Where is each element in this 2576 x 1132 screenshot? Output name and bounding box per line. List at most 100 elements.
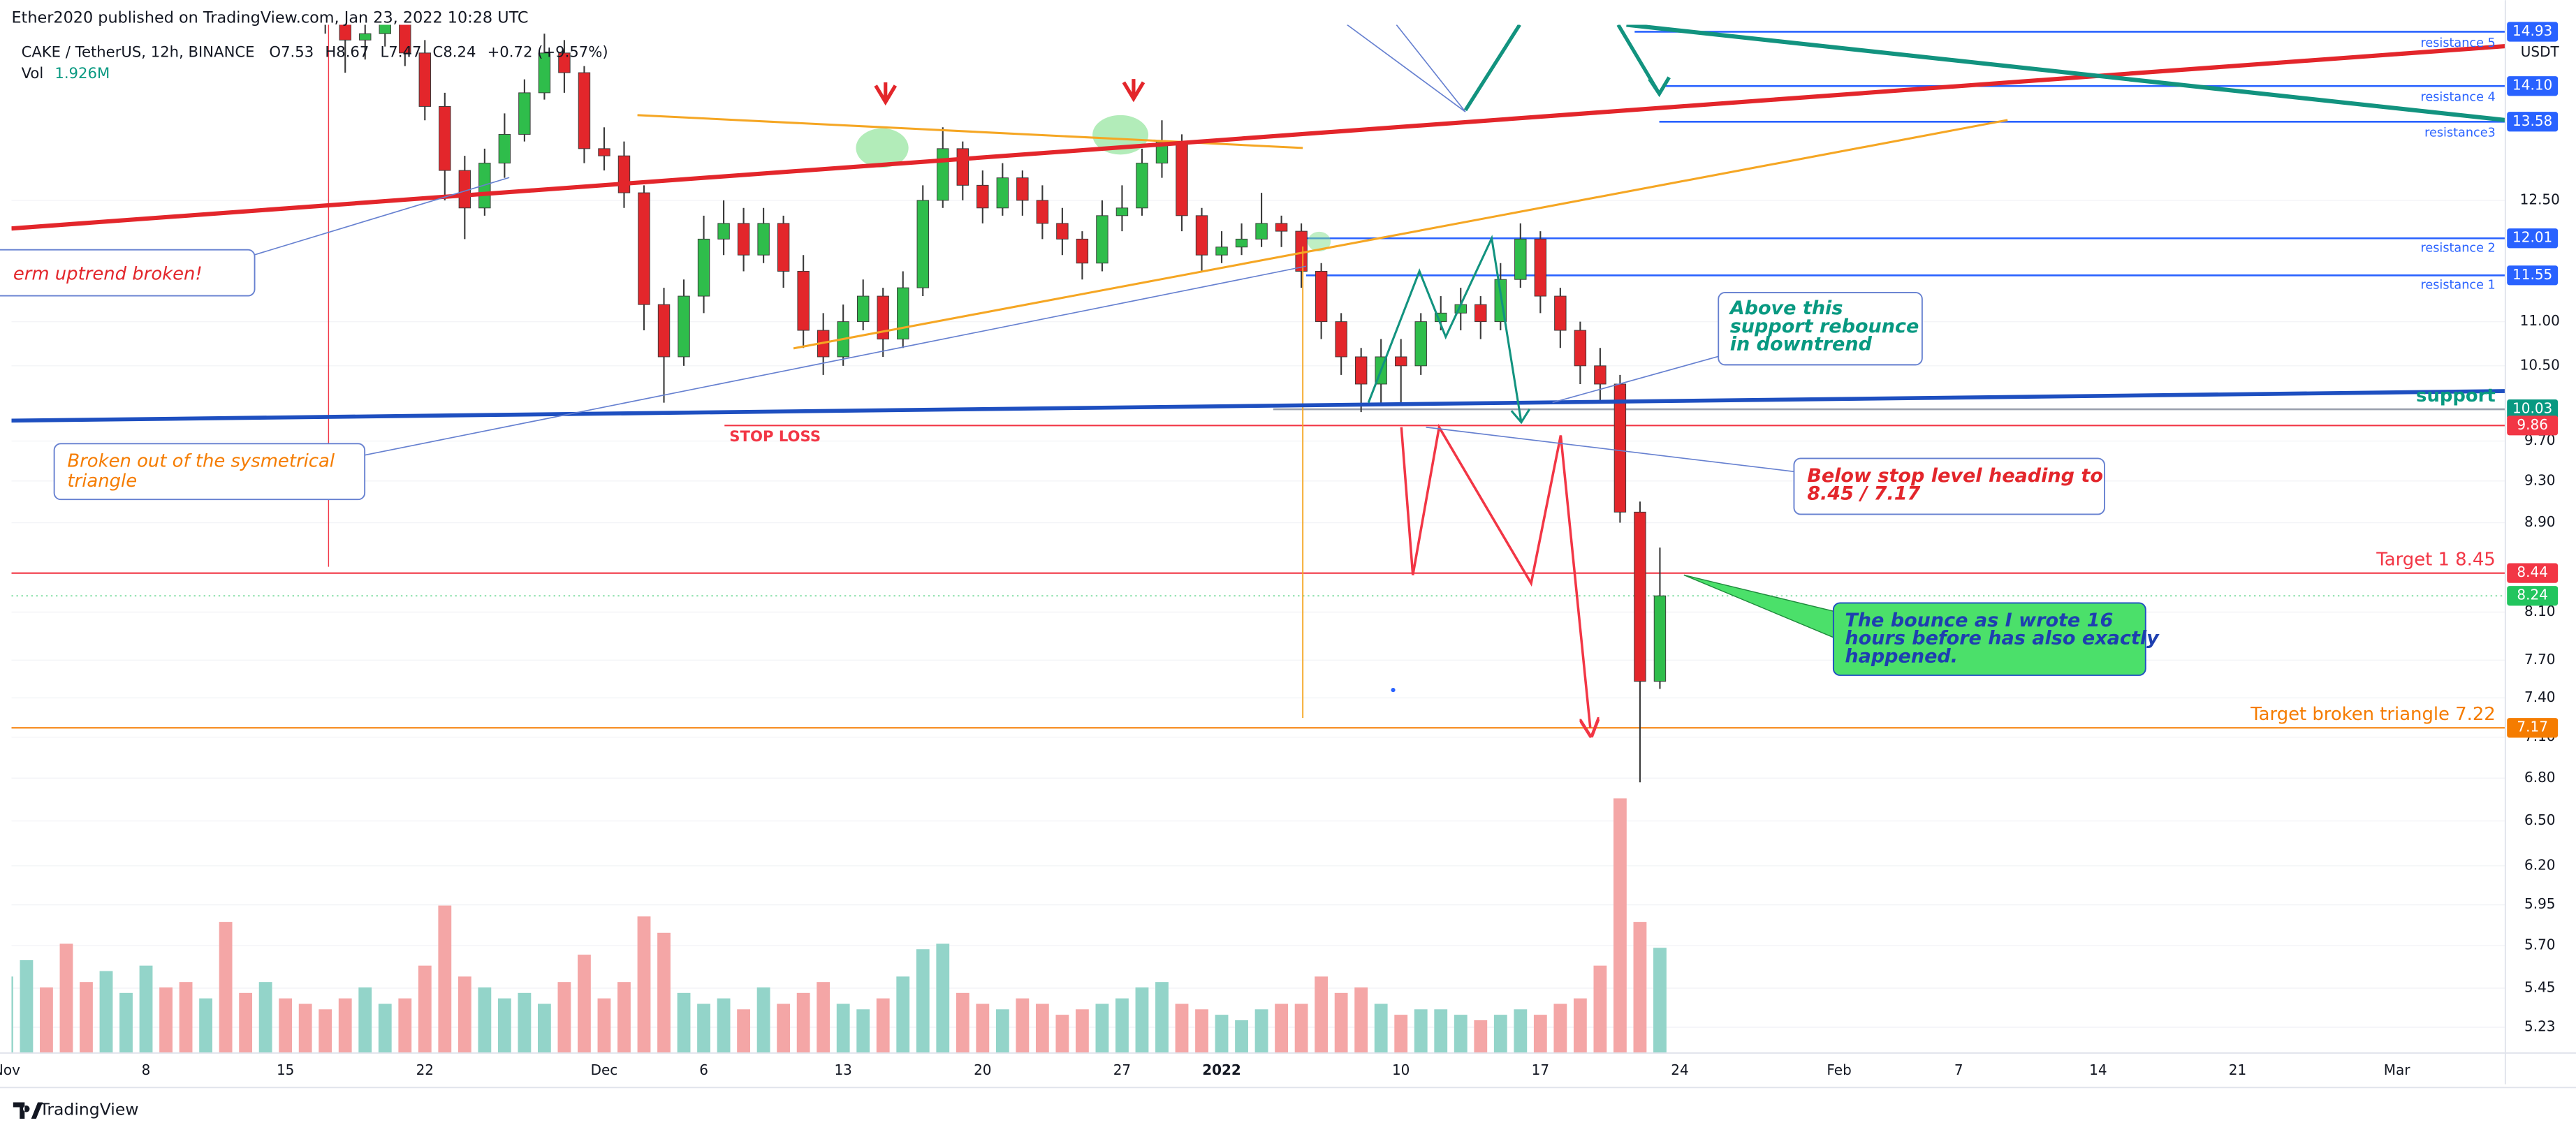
connector — [1426, 426, 1794, 473]
volume-bar — [219, 922, 233, 1053]
x-tick-label: 20 — [974, 1061, 991, 1078]
level-name: resistance 2 — [2421, 241, 2496, 255]
candle-body — [1195, 215, 1208, 256]
volume-bar — [1016, 998, 1030, 1053]
candle-body — [697, 238, 710, 297]
volume-bar — [438, 905, 452, 1053]
volume-bar — [398, 998, 412, 1053]
volume-bar — [1075, 1009, 1089, 1053]
volume-bar — [99, 971, 113, 1053]
ohlc-label: O — [269, 43, 281, 60]
candle-body — [1076, 238, 1089, 264]
volume-bar — [876, 998, 890, 1053]
x-tick-label: 8 — [142, 1061, 151, 1078]
connector — [1552, 349, 1742, 404]
ohlc-value: 8.24 — [443, 43, 476, 60]
ohlc-value: 8.67 — [336, 43, 369, 60]
y-tick-label: 9.30 — [2524, 471, 2556, 488]
volume-bar — [916, 949, 930, 1053]
volume-bar — [199, 998, 213, 1053]
candle-body — [1514, 238, 1527, 280]
volume-bar — [179, 982, 193, 1053]
candle-body — [1395, 356, 1407, 367]
candles-layer — [324, 24, 1667, 783]
connector — [364, 265, 1307, 456]
volume-bar — [896, 976, 910, 1053]
price-tag-label: 7.17 — [2517, 719, 2548, 735]
ohlc-label: C — [433, 43, 444, 60]
annotation: Broken out of the sysmetrical triangle — [53, 443, 366, 501]
volume-bar — [1553, 1004, 1567, 1053]
x-tick-label: 10 — [1392, 1061, 1410, 1078]
volume-bar — [298, 1004, 312, 1053]
candle-body — [1634, 511, 1646, 682]
volume-bar — [1175, 1004, 1189, 1053]
level-name: resistance 5 — [2421, 36, 2496, 50]
y-tick-label: 8.90 — [2524, 513, 2556, 530]
down-arrow — [1122, 79, 1146, 103]
symbol-line: CAKE / TetherUS, 12h, BINANCE O7.53 H8.6… — [22, 43, 608, 60]
price-tag — [2507, 586, 2559, 606]
volume-bar — [1653, 948, 1667, 1053]
candle-body — [797, 270, 810, 331]
volume-bar — [1275, 1004, 1288, 1053]
annotation: Below stop level heading to 8.45 / 7.17 — [1793, 457, 2105, 515]
price-tag — [2507, 76, 2559, 96]
x-tick-label: 13 — [834, 1061, 851, 1078]
volume-bar — [1374, 1004, 1388, 1053]
volume-label: Vol — [22, 64, 44, 82]
x-tick-label: Feb — [1827, 1061, 1851, 1078]
volume-bar — [995, 1009, 1009, 1053]
brand-logo — [13, 1102, 43, 1119]
volume-bar — [1414, 1009, 1428, 1053]
ohlc-value: 7.53 — [281, 43, 314, 60]
x-tick-label: Nov — [0, 1061, 20, 1078]
candle-body — [359, 33, 372, 41]
volume-bar — [677, 992, 691, 1053]
candle-body — [439, 105, 451, 171]
volume-bar — [578, 955, 591, 1053]
price-tag — [2507, 399, 2559, 420]
annotation-box — [1718, 291, 1923, 366]
brand: TradingView — [38, 1100, 138, 1119]
volume-bar — [1195, 1009, 1208, 1053]
x-tick-label: Mar — [2384, 1061, 2410, 1078]
volume-layer — [11, 798, 1667, 1053]
candle-body — [1354, 356, 1368, 385]
level-name: resistance 1 — [2421, 278, 2496, 292]
level-name: Target broken triangle 7.22 — [2250, 704, 2496, 725]
volume-bar — [119, 992, 133, 1053]
price-tag — [2507, 416, 2559, 436]
candle-body — [877, 295, 889, 340]
candle-body — [956, 148, 969, 186]
annotation-box — [0, 249, 256, 297]
y-tick-label: 6.20 — [2524, 856, 2556, 873]
volume-bar — [1155, 982, 1169, 1053]
annotation-text: hours before has also exactly — [1845, 628, 2160, 649]
volume-bar — [497, 998, 511, 1053]
candle-body — [638, 192, 650, 305]
price-tag-label: 8.24 — [2517, 587, 2548, 603]
candle-body — [976, 184, 989, 209]
candle-body — [1136, 163, 1148, 209]
candle-body — [1235, 238, 1248, 248]
publisher: Ether2020 published on TradingView.com, … — [11, 9, 528, 27]
price-tag-label: 12.01 — [2512, 229, 2552, 246]
candle-body — [1653, 595, 1667, 682]
volume-bar — [956, 992, 969, 1053]
connector — [1347, 24, 1466, 112]
level-name: STOP LOSS — [729, 427, 821, 445]
candle-body — [458, 170, 471, 209]
candle-body — [1056, 223, 1069, 240]
candle-body — [1315, 270, 1328, 323]
volume-bar — [338, 998, 352, 1053]
candle-body — [1474, 304, 1487, 323]
level-name: resistance 4 — [2421, 91, 2496, 105]
candle-body — [617, 155, 631, 193]
price-tag — [2507, 265, 2559, 286]
volume-bar — [976, 1004, 990, 1053]
connector — [254, 177, 510, 256]
price-tag — [2507, 228, 2559, 249]
volume-bar — [1035, 1004, 1049, 1053]
